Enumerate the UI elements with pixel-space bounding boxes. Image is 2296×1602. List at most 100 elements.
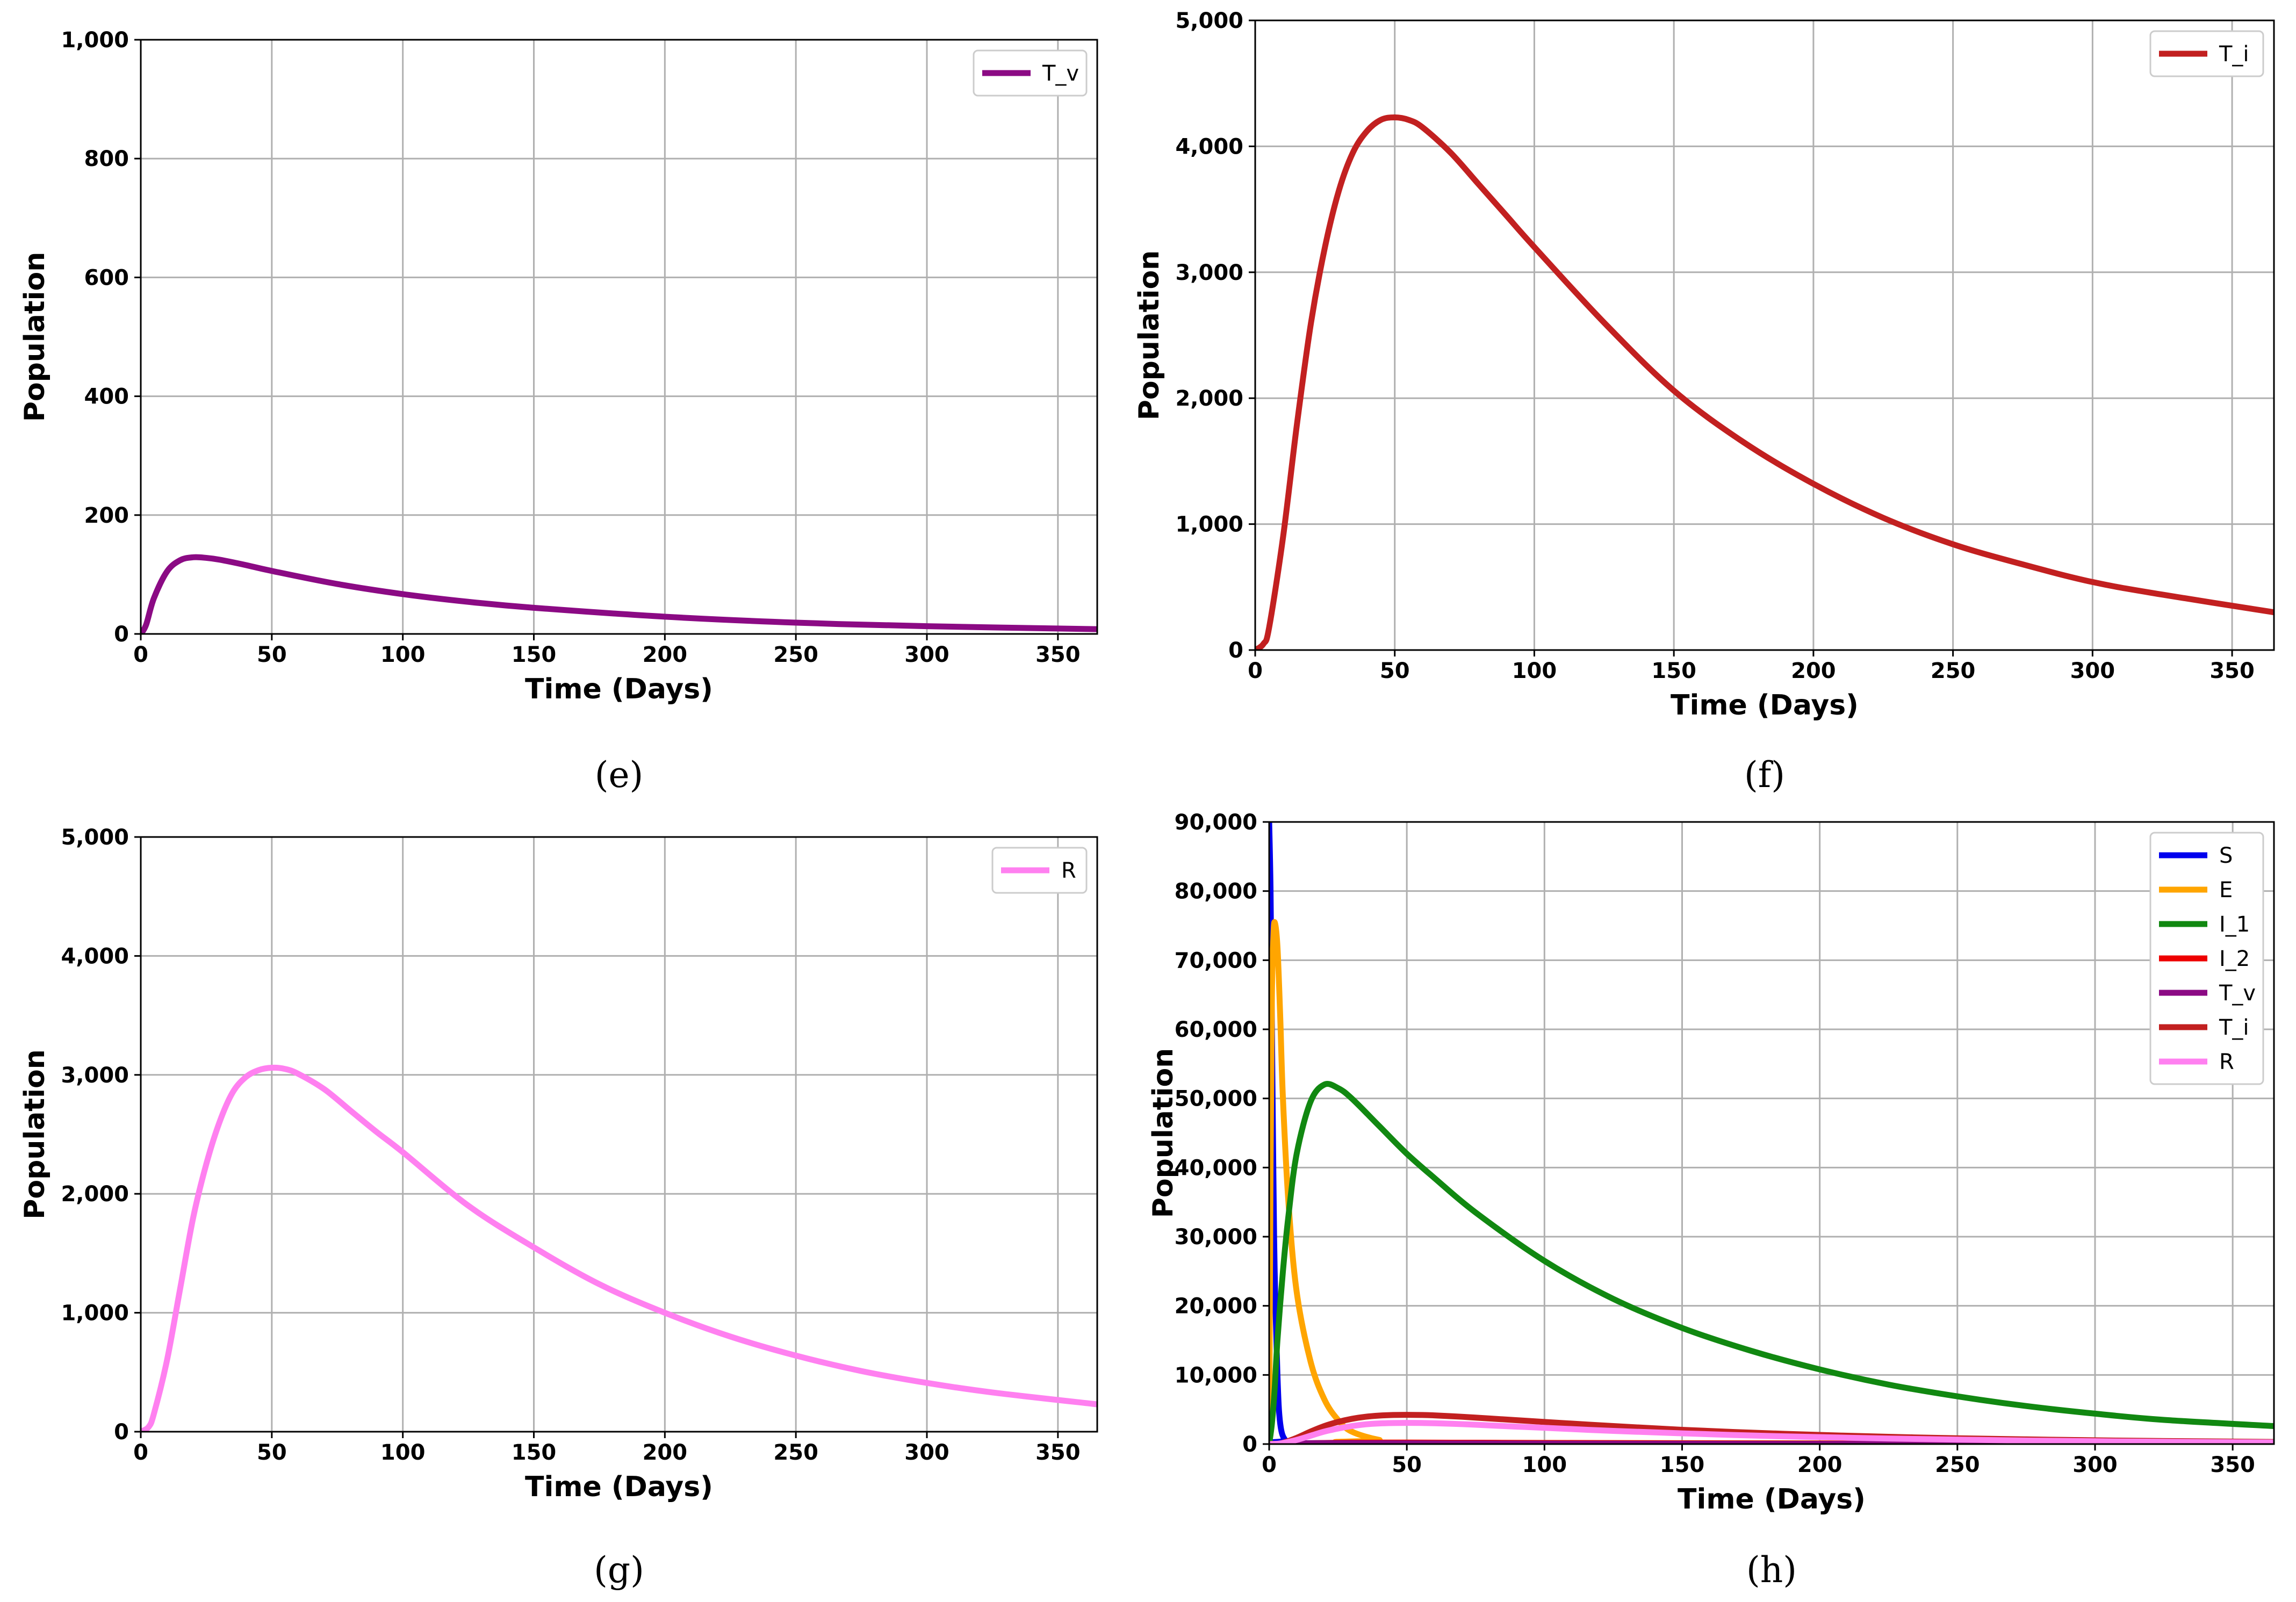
x-tick-label: 0: [1248, 659, 1263, 683]
y-axis-label: Population: [19, 252, 51, 422]
y-axis-label: Population: [1133, 250, 1165, 420]
x-tick-label: 50: [257, 1440, 287, 1465]
x-tick-label: 50: [1392, 1453, 1422, 1477]
y-tick-label: 70,000: [1175, 948, 1257, 973]
x-tick-label: 150: [512, 643, 557, 667]
series-line-e: [1269, 919, 2274, 1444]
y-tick-label: 600: [84, 265, 129, 290]
x-tick-label: 50: [1380, 659, 1410, 683]
y-tick-label: 800: [84, 147, 129, 171]
y-tick-label: 4,000: [61, 944, 129, 969]
y-tick-label: 3,000: [1175, 261, 1243, 285]
x-tick-label: 300: [2070, 659, 2115, 683]
y-tick-label: 0: [1242, 1432, 1257, 1457]
x-tick-label: 350: [1035, 643, 1081, 667]
series-line-i-1: [1269, 1081, 2274, 1444]
x-tick-label: 300: [904, 643, 949, 667]
y-axis-label: Population: [1147, 1048, 1179, 1218]
x-tick-label: 200: [643, 643, 688, 667]
y-tick-label: 80,000: [1175, 879, 1257, 904]
y-tick-label: 400: [84, 385, 129, 409]
plot-area-frame: [140, 39, 1098, 635]
x-tick-label: 150: [1651, 659, 1696, 683]
y-tick-label: 4,000: [1175, 134, 1243, 159]
x-axis-label: Time (Days): [525, 1471, 713, 1503]
y-tick-label: 0: [1228, 638, 1243, 663]
x-tick-label: 350: [2209, 659, 2255, 683]
x-axis-label: Time (Days): [1678, 1483, 1866, 1516]
y-tick-label: 1,000: [61, 28, 129, 53]
y-tick-label: 40,000: [1175, 1156, 1257, 1180]
plot-area-frame: [1268, 821, 2275, 1445]
x-tick-label: 350: [1035, 1440, 1081, 1465]
panel-caption: (e): [595, 754, 644, 796]
y-tick-label: 20,000: [1175, 1294, 1257, 1319]
y-tick-label: 200: [84, 503, 129, 528]
x-tick-label: 250: [1935, 1453, 1980, 1477]
legend-label: T_i: [2219, 1015, 2249, 1040]
y-tick-label: 1,000: [1175, 513, 1243, 537]
x-tick-label: 200: [1791, 659, 1836, 683]
x-tick-label: 350: [2210, 1453, 2255, 1477]
x-tick-label: 150: [512, 1440, 557, 1465]
series-line-r: [141, 1064, 1097, 1432]
y-tick-label: 60,000: [1175, 1018, 1257, 1042]
x-tick-label: 0: [133, 1440, 148, 1465]
legend-label: T_v: [1042, 61, 1079, 86]
y-tick-label: 10,000: [1175, 1363, 1257, 1388]
y-axis-label: Population: [19, 1049, 51, 1219]
legend: R: [991, 847, 1088, 894]
y-tick-label: 50,000: [1175, 1087, 1257, 1112]
plot-area-frame: [1254, 19, 2275, 651]
chart-panel-f: 0 50 100 150 200 250 300 350 0 1,000 2,000 3,000 4,0…: [1133, 9, 2275, 796]
y-tick-label: 2,000: [1175, 386, 1243, 411]
legend-label: T_v: [2219, 981, 2256, 1006]
panel-caption: (h): [1746, 1549, 1797, 1591]
y-tick-label: 2,000: [61, 1182, 129, 1207]
y-tick-label: 90,000: [1175, 810, 1257, 835]
x-axis-label: Time (Days): [525, 673, 713, 705]
x-tick-label: 250: [773, 1440, 818, 1465]
chart-panel-e: 0 50 100 150 200 250 300 350 0 200 400 600 800 1,000 T…: [19, 28, 1098, 796]
x-tick-label: 200: [1797, 1453, 1842, 1477]
x-tick-label: 150: [1660, 1453, 1705, 1477]
x-tick-label: 250: [773, 643, 818, 667]
panel-caption: (g): [594, 1549, 644, 1591]
y-tick-label: 1,000: [61, 1301, 129, 1326]
legend-label: R: [1061, 858, 1076, 883]
y-tick-label: 3,000: [61, 1063, 129, 1088]
x-tick-label: 0: [1262, 1453, 1277, 1477]
x-tick-label: 300: [2072, 1453, 2118, 1477]
y-tick-label: 5,000: [61, 825, 129, 850]
legend-label: T_i: [2219, 42, 2249, 67]
y-tick-label: 30,000: [1175, 1225, 1257, 1250]
x-tick-label: 200: [643, 1440, 688, 1465]
x-axis-label: Time (Days): [1671, 689, 1859, 721]
x-tick-label: 100: [1512, 659, 1557, 683]
series-line-t-i: [1255, 114, 2274, 650]
legend-label: I_2: [2219, 947, 2250, 971]
chart-panel-g: 0 50 100 150 200 250 300 350 0 1,000 2,000 3,000 4,0…: [19, 825, 1098, 1591]
x-tick-label: 100: [1522, 1453, 1567, 1477]
y-tick-label: 5,000: [1175, 9, 1243, 33]
x-tick-label: 250: [1931, 659, 1976, 683]
x-tick-label: 100: [380, 1440, 426, 1465]
series-line-t-v: [141, 554, 1097, 634]
legend-label: I_1: [2219, 912, 2250, 937]
y-tick-label: 0: [114, 1420, 129, 1445]
x-tick-label: 100: [380, 643, 426, 667]
legend-label: S: [2219, 843, 2233, 868]
x-tick-label: 0: [133, 643, 148, 667]
legend: T_i: [2149, 30, 2264, 77]
legend: SE I_1 I_2 T_v T_i R: [2149, 832, 2264, 1085]
legend-label: R: [2219, 1050, 2234, 1074]
x-tick-label: 50: [257, 643, 287, 667]
plot-area-frame: [140, 836, 1098, 1433]
chart-panel-h: 0 50 100 150 200 250 300 350 0 10,000 20,000 30,000…: [1147, 810, 2275, 1591]
panel-caption: (f): [1744, 754, 1785, 796]
legend: T_v: [973, 49, 1088, 97]
x-tick-label: 300: [904, 1440, 949, 1465]
series-line-r: [1269, 1420, 2274, 1444]
legend-label: E: [2219, 878, 2233, 903]
